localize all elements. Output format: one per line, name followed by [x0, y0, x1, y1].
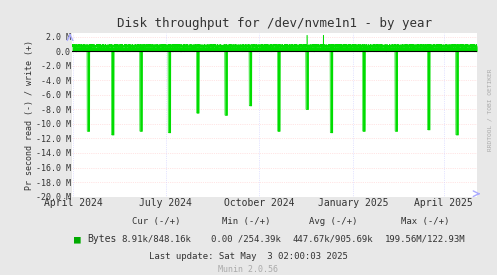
Text: Min (-/+): Min (-/+) [222, 217, 270, 226]
Title: Disk throughput for /dev/nvme1n1 - by year: Disk throughput for /dev/nvme1n1 - by ye… [117, 17, 432, 31]
Text: Max (-/+): Max (-/+) [401, 217, 449, 226]
Text: Avg (-/+): Avg (-/+) [309, 217, 357, 226]
Text: 447.67k/905.69k: 447.67k/905.69k [293, 235, 373, 244]
Text: Cur (-/+): Cur (-/+) [132, 217, 181, 226]
Text: RRDTOOL / TOBI OETIKER: RRDTOOL / TOBI OETIKER [487, 69, 492, 151]
Text: 199.56M/122.93M: 199.56M/122.93M [385, 235, 465, 244]
Y-axis label: Pr second read (-) / write (+): Pr second read (-) / write (+) [25, 40, 34, 190]
Text: 8.91k/848.16k: 8.91k/848.16k [122, 235, 191, 244]
Text: ■: ■ [74, 234, 81, 244]
Text: Last update: Sat May  3 02:00:03 2025: Last update: Sat May 3 02:00:03 2025 [149, 252, 348, 261]
Text: Bytes: Bytes [87, 234, 116, 244]
Text: Munin 2.0.56: Munin 2.0.56 [219, 265, 278, 274]
Text: 0.00 /254.39k: 0.00 /254.39k [211, 235, 281, 244]
